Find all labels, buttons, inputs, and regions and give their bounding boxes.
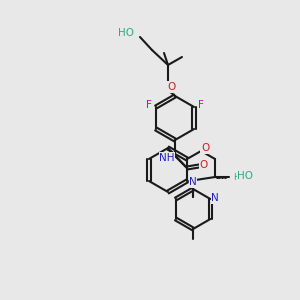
Text: F: F <box>198 100 204 110</box>
Text: H: H <box>233 172 240 182</box>
Text: HO: HO <box>237 171 253 181</box>
Text: NH: NH <box>159 153 175 163</box>
Text: O: O <box>201 143 209 153</box>
Text: N: N <box>189 177 197 187</box>
Text: N: N <box>212 193 219 203</box>
Text: F: F <box>146 100 152 110</box>
Text: O: O <box>167 82 175 92</box>
Text: O: O <box>200 160 208 170</box>
Text: HO: HO <box>118 28 134 38</box>
